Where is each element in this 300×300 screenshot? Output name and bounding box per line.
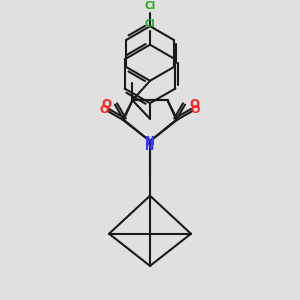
Text: N: N [146,142,154,152]
Text: Cl: Cl [145,19,155,29]
Text: O: O [189,98,199,111]
Text: Cl: Cl [144,1,156,10]
Text: O: O [101,98,111,111]
Text: O: O [100,105,109,115]
Text: O: O [191,105,200,115]
Text: N: N [145,135,155,148]
